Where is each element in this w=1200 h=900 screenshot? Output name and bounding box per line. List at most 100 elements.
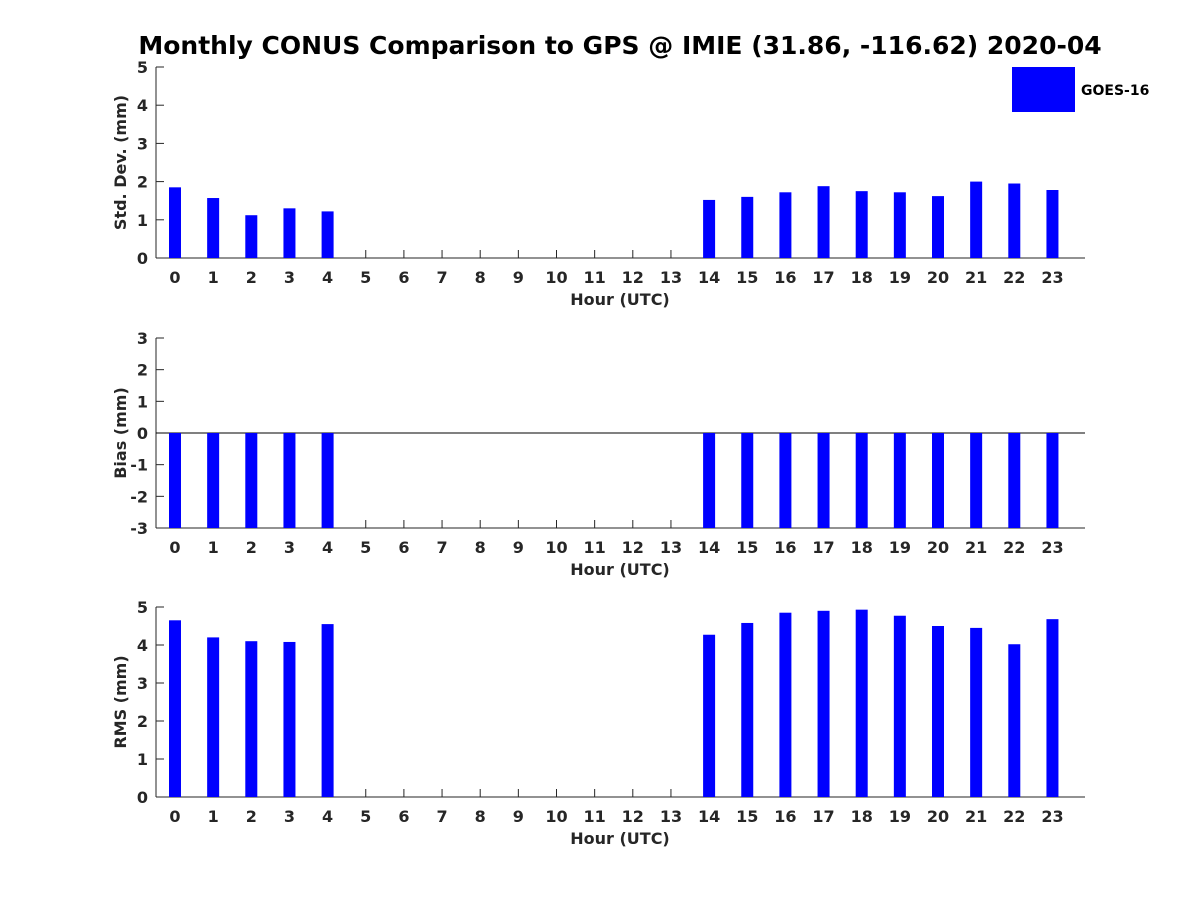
x-tick-label: 18: [851, 807, 873, 826]
bar-hour-22: [1008, 433, 1021, 528]
x-tick-label: 5: [360, 807, 371, 826]
x-tick-label: 3: [284, 538, 295, 557]
x-tick-label: 22: [1003, 807, 1025, 826]
bar-hour-20: [932, 196, 944, 258]
x-tick-label: 20: [927, 538, 949, 557]
x-tick-label: 9: [513, 807, 524, 826]
x-tick-label: 13: [660, 538, 682, 557]
x-tick-label: 8: [475, 807, 486, 826]
x-tick-label: 12: [622, 268, 644, 287]
x-tick-label: 20: [927, 268, 949, 287]
bar-hour-18: [855, 191, 868, 258]
x-tick-label: 23: [1041, 807, 1063, 826]
y-tick-label: 5: [137, 58, 148, 77]
bar-hour-0: [169, 620, 181, 797]
x-tick-label: 7: [436, 807, 447, 826]
y-tick-label: 0: [137, 424, 148, 443]
y-tick-label: 0: [137, 249, 148, 268]
x-tick-label: 11: [584, 807, 606, 826]
x-tick-label: 17: [812, 807, 834, 826]
y-tick-label: -1: [130, 456, 148, 475]
x-tick-label: 22: [1003, 538, 1025, 557]
bar-hour-2: [245, 433, 258, 528]
x-tick-label: 20: [927, 807, 949, 826]
x-tick-label: 4: [322, 807, 333, 826]
x-tick-label: 7: [436, 268, 447, 287]
bar-hour-21: [970, 433, 983, 528]
x-tick-label: 0: [169, 538, 180, 557]
bar-hour-21: [970, 627, 983, 797]
x-tick-label: 8: [475, 268, 486, 287]
x-tick-label: 10: [545, 268, 567, 287]
x-tick-label: 9: [513, 538, 524, 557]
x-tick-label: 15: [736, 268, 758, 287]
bar-hour-14: [703, 634, 716, 797]
y-tick-label: 2: [137, 361, 148, 380]
x-tick-label: 21: [965, 268, 987, 287]
bar-hour-2: [245, 641, 258, 797]
x-tick-label: 14: [698, 807, 720, 826]
bar-hour-2: [245, 215, 258, 258]
legend-swatch-goes-16: [1012, 67, 1075, 112]
x-tick-label: 22: [1003, 268, 1025, 287]
x-tick-label: 21: [965, 538, 987, 557]
bar-hour-1: [207, 637, 220, 797]
x-tick-label: 17: [812, 268, 834, 287]
x-tick-label: 11: [584, 538, 606, 557]
x-tick-label: 23: [1041, 268, 1063, 287]
bar-hour-16: [779, 192, 792, 258]
bar-hour-23: [1046, 619, 1059, 797]
bar-hour-0: [169, 187, 181, 258]
y-tick-label: 3: [137, 329, 148, 348]
bar-hour-18: [855, 609, 868, 797]
x-tick-label: 1: [208, 538, 219, 557]
bar-hour-14: [703, 199, 716, 258]
bar-hour-17: [817, 433, 830, 528]
x-tick-label: 6: [398, 538, 409, 557]
x-tick-label: 14: [698, 268, 720, 287]
x-tick-label: 17: [812, 538, 834, 557]
bar-hour-17: [817, 186, 830, 258]
y-tick-label: 4: [137, 96, 148, 115]
y-tick-label: 3: [137, 674, 148, 693]
y-tick-label: 1: [137, 392, 148, 411]
x-tick-label: 3: [284, 268, 295, 287]
bar-hour-4: [321, 433, 334, 528]
x-tick-label: 14: [698, 538, 720, 557]
y-tick-label: 1: [137, 750, 148, 769]
x-axis-label: Hour (UTC): [570, 829, 670, 848]
x-tick-label: 15: [736, 807, 758, 826]
x-tick-label: 1: [208, 807, 219, 826]
bar-hour-0: [169, 433, 181, 528]
x-tick-label: 11: [584, 268, 606, 287]
bar-hour-22: [1008, 644, 1021, 797]
x-tick-label: 6: [398, 807, 409, 826]
bar-hour-18: [855, 433, 868, 528]
y-tick-label: 3: [137, 134, 148, 153]
x-axis-label: Hour (UTC): [570, 560, 670, 579]
x-tick-label: 16: [774, 268, 796, 287]
bar-hour-23: [1046, 433, 1059, 528]
chart-title: Monthly CONUS Comparison to GPS @ IMIE (…: [138, 31, 1101, 60]
bar-hour-17: [817, 610, 830, 797]
y-axis-label: RMS (mm): [111, 655, 130, 748]
x-tick-label: 2: [246, 538, 257, 557]
x-tick-label: 9: [513, 268, 524, 287]
x-tick-label: 4: [322, 268, 333, 287]
y-tick-label: 2: [137, 173, 148, 192]
x-tick-label: 12: [622, 807, 644, 826]
x-tick-label: 7: [436, 538, 447, 557]
bar-hour-14: [703, 433, 716, 528]
x-tick-label: 5: [360, 538, 371, 557]
x-tick-label: 1: [208, 268, 219, 287]
bar-hour-15: [741, 196, 754, 258]
y-tick-label: 0: [137, 788, 148, 807]
x-tick-label: 2: [246, 807, 257, 826]
x-tick-label: 13: [660, 807, 682, 826]
bar-hour-16: [779, 433, 792, 528]
x-tick-label: 19: [889, 807, 911, 826]
x-tick-label: 0: [169, 268, 180, 287]
